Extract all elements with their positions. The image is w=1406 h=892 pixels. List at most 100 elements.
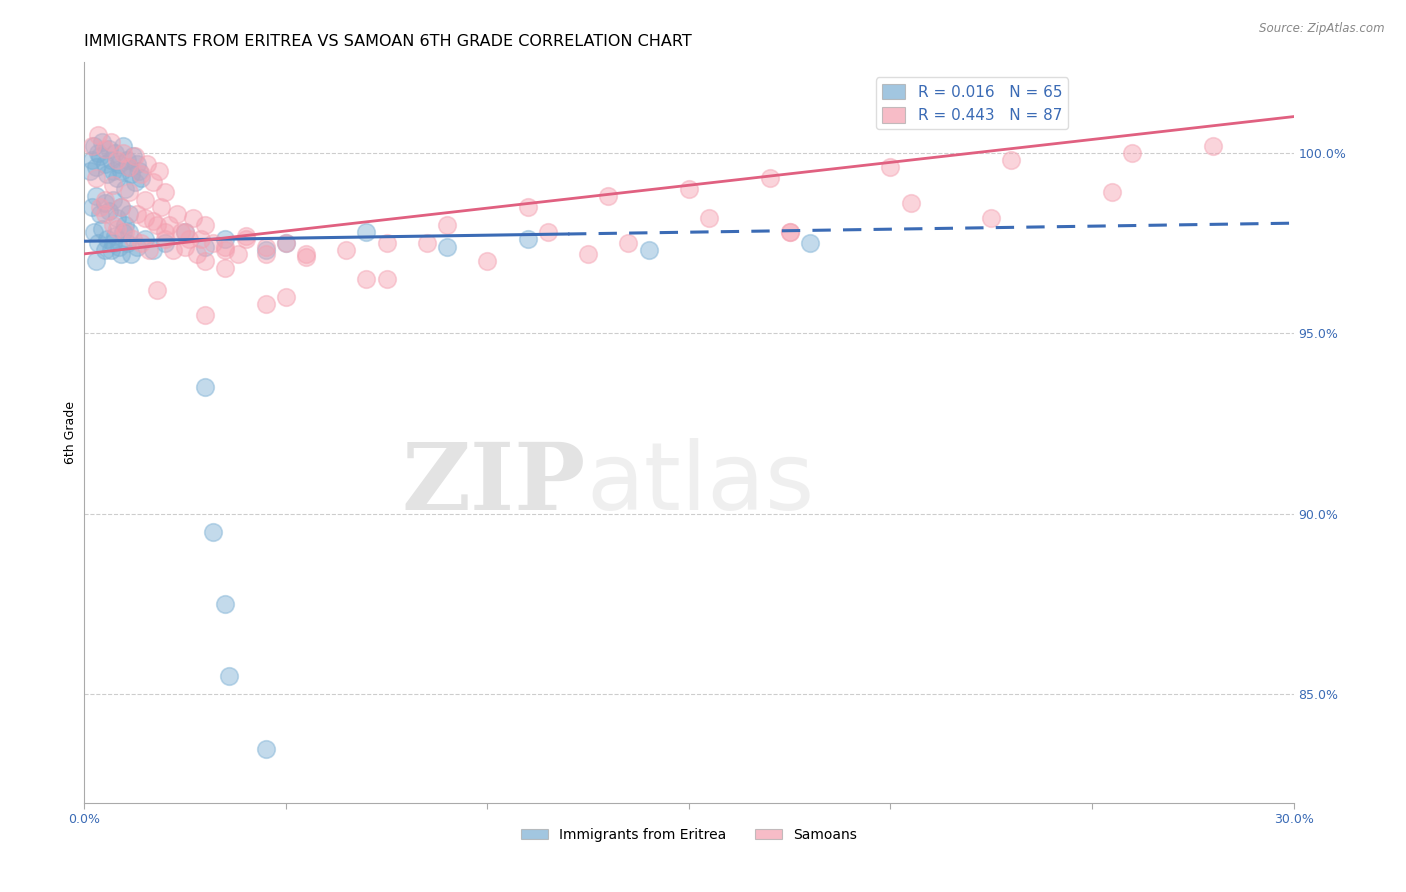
- Point: [146, 218, 169, 232]
- Point: [124, 175, 146, 189]
- Text: atlas: atlas: [586, 439, 814, 531]
- Point: [179, 232, 201, 246]
- Point: [1101, 186, 1123, 200]
- Point: [120, 247, 142, 261]
- Point: [879, 160, 901, 174]
- Point: [477, 254, 499, 268]
- Point: [111, 138, 134, 153]
- Text: IMMIGRANTS FROM ERITREA VS SAMOAN 6TH GRADE CORRELATION CHART: IMMIGRANTS FROM ERITREA VS SAMOAN 6TH GR…: [84, 34, 692, 49]
- Point: [214, 232, 236, 246]
- Point: [96, 232, 118, 246]
- Point: [115, 235, 138, 250]
- Point: [295, 247, 318, 261]
- Point: [93, 196, 115, 211]
- Point: [105, 153, 128, 167]
- Point: [86, 160, 108, 174]
- Point: [118, 160, 141, 174]
- Point: [129, 235, 152, 250]
- Point: [194, 380, 217, 394]
- Point: [436, 218, 458, 232]
- Point: [375, 235, 398, 250]
- Point: [121, 149, 143, 163]
- Point: [118, 207, 141, 221]
- Point: [194, 308, 217, 322]
- Point: [194, 254, 217, 268]
- Point: [111, 225, 134, 239]
- Point: [135, 156, 157, 170]
- Point: [149, 200, 172, 214]
- Point: [142, 175, 165, 189]
- Point: [105, 221, 128, 235]
- Point: [86, 254, 108, 268]
- Point: [214, 244, 236, 258]
- Point: [254, 247, 277, 261]
- Legend: Immigrants from Eritrea, Samoans: Immigrants from Eritrea, Samoans: [515, 822, 863, 847]
- Point: [114, 225, 136, 239]
- Point: [110, 200, 132, 214]
- Point: [697, 211, 720, 225]
- Point: [87, 145, 110, 160]
- Point: [375, 272, 398, 286]
- Point: [214, 239, 236, 253]
- Point: [166, 207, 188, 221]
- Point: [356, 225, 378, 239]
- Point: [111, 145, 134, 160]
- Point: [295, 251, 318, 265]
- Point: [194, 218, 217, 232]
- Point: [274, 290, 297, 304]
- Point: [142, 244, 165, 258]
- Point: [101, 235, 124, 250]
- Point: [779, 225, 801, 239]
- Point: [114, 218, 136, 232]
- Point: [87, 235, 110, 250]
- Point: [89, 200, 111, 214]
- Point: [170, 225, 193, 239]
- Point: [436, 239, 458, 253]
- Point: [153, 235, 176, 250]
- Point: [900, 196, 922, 211]
- Point: [214, 597, 236, 611]
- Point: [153, 225, 176, 239]
- Point: [104, 228, 127, 243]
- Point: [101, 163, 124, 178]
- Point: [181, 211, 204, 225]
- Point: [104, 145, 127, 160]
- Point: [107, 239, 129, 253]
- Point: [235, 232, 257, 246]
- Point: [83, 225, 105, 239]
- Point: [190, 232, 212, 246]
- Point: [89, 149, 111, 163]
- Point: [91, 135, 114, 149]
- Point: [120, 168, 142, 182]
- Point: [89, 207, 111, 221]
- Point: [118, 186, 141, 200]
- Point: [138, 244, 160, 258]
- Point: [134, 193, 156, 207]
- Point: [214, 261, 236, 276]
- Point: [758, 171, 780, 186]
- Point: [93, 142, 115, 156]
- Point: [779, 225, 801, 239]
- Point: [254, 297, 277, 311]
- Point: [157, 218, 180, 232]
- Point: [129, 171, 152, 186]
- Point: [516, 200, 538, 214]
- Point: [115, 153, 138, 167]
- Point: [194, 239, 217, 253]
- Point: [82, 138, 104, 153]
- Point: [87, 128, 110, 142]
- Point: [617, 235, 640, 250]
- Point: [576, 247, 599, 261]
- Y-axis label: 6th Grade: 6th Grade: [65, 401, 77, 464]
- Point: [254, 244, 277, 258]
- Point: [980, 211, 1002, 225]
- Point: [1000, 153, 1022, 167]
- Point: [637, 244, 659, 258]
- Point: [125, 156, 148, 170]
- Point: [97, 142, 120, 156]
- Point: [118, 160, 141, 174]
- Point: [100, 153, 122, 167]
- Text: Source: ZipAtlas.com: Source: ZipAtlas.com: [1260, 22, 1385, 36]
- Point: [121, 232, 143, 246]
- Point: [91, 221, 114, 235]
